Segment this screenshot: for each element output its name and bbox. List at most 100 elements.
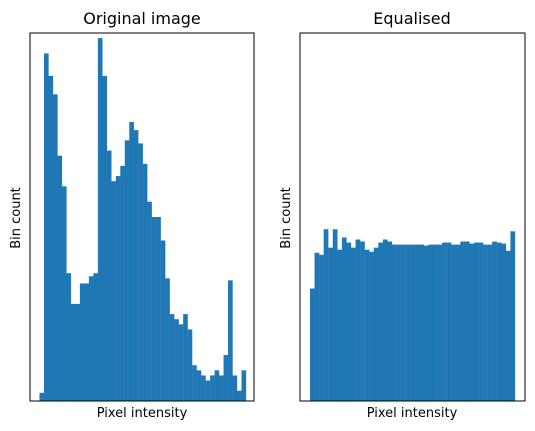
histogram-bar-0-11 (88, 276, 94, 401)
histogram-bar-1-27 (433, 244, 438, 401)
histogram-bar-0-43 (232, 375, 238, 401)
histogram-bar-0-24 (147, 201, 152, 401)
histogram-bar-0-0 (39, 392, 45, 401)
histogram-bar-0-27 (160, 240, 166, 401)
original-y-axis-label: Bin count (9, 187, 24, 249)
histogram-bar-0-28 (165, 278, 170, 401)
histogram-bar-0-29 (169, 314, 175, 401)
original-bars-group (39, 38, 247, 402)
histogram-bar-0-12 (93, 273, 99, 401)
histogram-bar-0-30 (174, 319, 179, 401)
histogram-bar-1-6 (337, 249, 343, 401)
histogram-bar-0-45 (241, 370, 247, 401)
histogram-bar-1-42 (501, 243, 507, 401)
histogram-bar-0-4 (57, 155, 63, 401)
histogram-bar-1-26 (428, 244, 434, 401)
histogram-bar-1-25 (423, 245, 429, 401)
histogram-bar-0-8 (75, 303, 81, 401)
histogram-bar-0-41 (223, 355, 229, 401)
histogram-bar-0-23 (142, 163, 148, 401)
histogram-bar-0-33 (187, 329, 193, 401)
equalised-chart-title: Equalised (373, 9, 450, 28)
equalised-bars-group (310, 229, 516, 401)
histogram-bar-1-17 (387, 241, 393, 401)
histogram-bar-0-13 (97, 38, 103, 402)
histogram-bar-0-26 (156, 217, 161, 401)
histogram-bar-1-11 (360, 241, 365, 401)
histogram-bar-0-32 (183, 314, 188, 401)
histogram-bar-1-28 (437, 244, 443, 401)
histogram-bar-0-21 (133, 130, 139, 402)
histogram-bar-0-20 (129, 121, 134, 402)
histogram-bar-0-39 (214, 370, 220, 401)
histogram-bar-0-16 (111, 181, 116, 401)
histogram-bar-0-19 (124, 140, 130, 401)
histogram-bar-1-19 (396, 244, 402, 401)
equalised-x-axis-label: Pixel intensity (367, 406, 458, 421)
histogram-bar-1-41 (496, 242, 502, 401)
histogram-bar-0-2 (48, 75, 54, 402)
histogram-bar-0-34 (192, 365, 197, 401)
histogram-bar-0-7 (70, 303, 76, 401)
histogram-bar-1-13 (369, 251, 374, 401)
histogram-bar-1-31 (451, 244, 456, 401)
histogram-bar-1-43 (505, 250, 511, 401)
histogram-bar-0-18 (120, 165, 125, 401)
histogram-bar-1-23 (414, 244, 420, 401)
original-x-axis-label: Pixel intensity (97, 406, 188, 421)
histogram-bar-1-32 (455, 244, 461, 401)
histogram-bar-0-36 (201, 375, 206, 401)
histogram-bar-1-22 (410, 244, 415, 401)
histogram-bar-1-35 (469, 243, 475, 401)
equalised-y-axis-label: Bin count (279, 187, 294, 249)
histogram-bar-0-25 (151, 217, 157, 401)
histogram-bar-0-10 (84, 283, 90, 401)
histogram-bar-1-10 (355, 239, 361, 401)
histogram-bar-1-36 (474, 242, 479, 401)
histogram-bar-0-44 (237, 390, 242, 401)
histogram-bar-0-31 (178, 324, 184, 401)
histogram-bar-1-15 (378, 242, 384, 401)
original-histogram-panel: Original image Bin count Pixel intensity (9, 9, 255, 421)
histogram-bar-0-42 (228, 280, 233, 401)
histogram-bar-0-15 (106, 150, 112, 401)
histogram-bar-0-5 (61, 186, 67, 401)
original-chart-title: Original image (83, 9, 201, 28)
histogram-bar-0-17 (115, 176, 121, 401)
histogram-bar-0-1 (43, 53, 49, 401)
histogram-bar-1-9 (351, 247, 356, 401)
histogram-bar-0-40 (219, 375, 224, 401)
histogram-bar-0-35 (196, 370, 202, 401)
histogram-bar-1-3 (323, 229, 329, 401)
histogram-bar-0-3 (52, 94, 58, 401)
histogram-bar-1-44 (510, 231, 516, 401)
histogram-bar-1-24 (419, 244, 425, 401)
histogram-bar-1-18 (392, 244, 397, 401)
histogram-bar-1-40 (492, 241, 497, 401)
histogram-bar-0-38 (210, 375, 215, 401)
histogram-bar-1-20 (401, 244, 406, 401)
histogram-bar-1-8 (346, 242, 352, 401)
histogram-bar-1-12 (364, 249, 370, 401)
histogram-bar-1-2 (319, 254, 324, 401)
equalised-histogram-panel: Equalised Bin count Pixel intensity (279, 9, 526, 421)
original-plot-frame (29, 32, 255, 402)
histogram-bar-0-6 (66, 273, 72, 401)
histogram-bar-1-38 (483, 244, 488, 401)
histogram-bar-1-33 (460, 241, 466, 401)
histogram-bar-1-37 (478, 242, 484, 401)
histogram-bar-0-37 (205, 380, 211, 401)
histogram-bar-1-34 (464, 241, 470, 401)
histogram-bar-0-22 (138, 143, 143, 401)
histogram-bar-1-1 (314, 252, 320, 401)
histogram-bar-1-0 (310, 288, 315, 401)
histogram-bar-1-39 (487, 244, 493, 401)
histogram-bar-0-14 (102, 75, 107, 402)
histogram-bar-1-5 (332, 229, 338, 401)
histogram-bar-0-9 (79, 283, 85, 401)
histogram-bar-1-7 (341, 237, 347, 401)
histogram-bar-1-29 (442, 242, 447, 401)
histogram-bar-1-14 (373, 247, 379, 401)
histogram-bar-1-4 (328, 247, 333, 401)
